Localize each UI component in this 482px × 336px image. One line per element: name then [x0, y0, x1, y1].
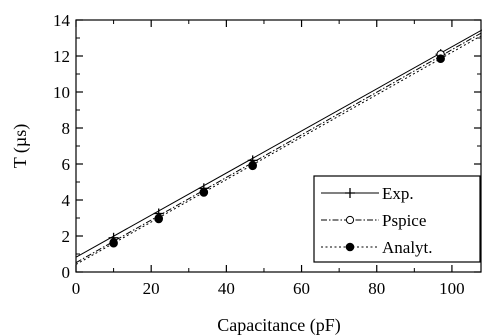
y-tick-label: 14	[53, 11, 71, 30]
x-tick-label: 100	[439, 279, 465, 298]
x-tick-label: 80	[368, 279, 385, 298]
y-tick-label: 8	[62, 119, 71, 138]
y-tick-label: 0	[62, 263, 71, 282]
data-point	[436, 54, 445, 64]
legend: Exp. Pspice Analyt.	[313, 175, 481, 263]
legend-label: Analyt.	[382, 238, 433, 257]
data-point	[199, 188, 209, 197]
x-tick-label: 0	[72, 279, 81, 298]
data-point	[109, 238, 118, 248]
x-axis-title: Capacitance (pF)	[217, 315, 340, 336]
legend-label: Pspice	[382, 211, 426, 230]
legend-label: Exp.	[382, 184, 414, 203]
series-line	[76, 34, 482, 265]
data-point	[248, 161, 257, 171]
x-tick-label: 20	[143, 279, 160, 298]
legend-item: Analyt.	[321, 238, 433, 257]
series-layer	[76, 29, 482, 265]
series-analyt	[76, 34, 482, 265]
series-line	[76, 29, 482, 258]
y-tick-label: 12	[53, 47, 70, 66]
x-tick-label: 40	[218, 279, 235, 298]
y-tick-label: 4	[62, 191, 71, 210]
y-tick-label: 10	[53, 83, 70, 102]
legend-item: Exp.	[321, 184, 414, 203]
y-tick-label: 6	[62, 155, 71, 174]
y-axis-title: T (µs)	[10, 124, 31, 169]
x-axis: 0 20 40 60 80 100	[72, 20, 465, 298]
legend-box	[313, 175, 481, 263]
legend-marker	[345, 242, 355, 252]
x-tick-label: 60	[293, 279, 310, 298]
legend-marker	[345, 215, 355, 225]
data-point	[154, 214, 164, 224]
y-tick-label: 2	[62, 227, 71, 246]
series-line	[76, 32, 482, 264]
legend-item: Pspice	[321, 211, 426, 230]
legend-marker	[345, 188, 355, 198]
